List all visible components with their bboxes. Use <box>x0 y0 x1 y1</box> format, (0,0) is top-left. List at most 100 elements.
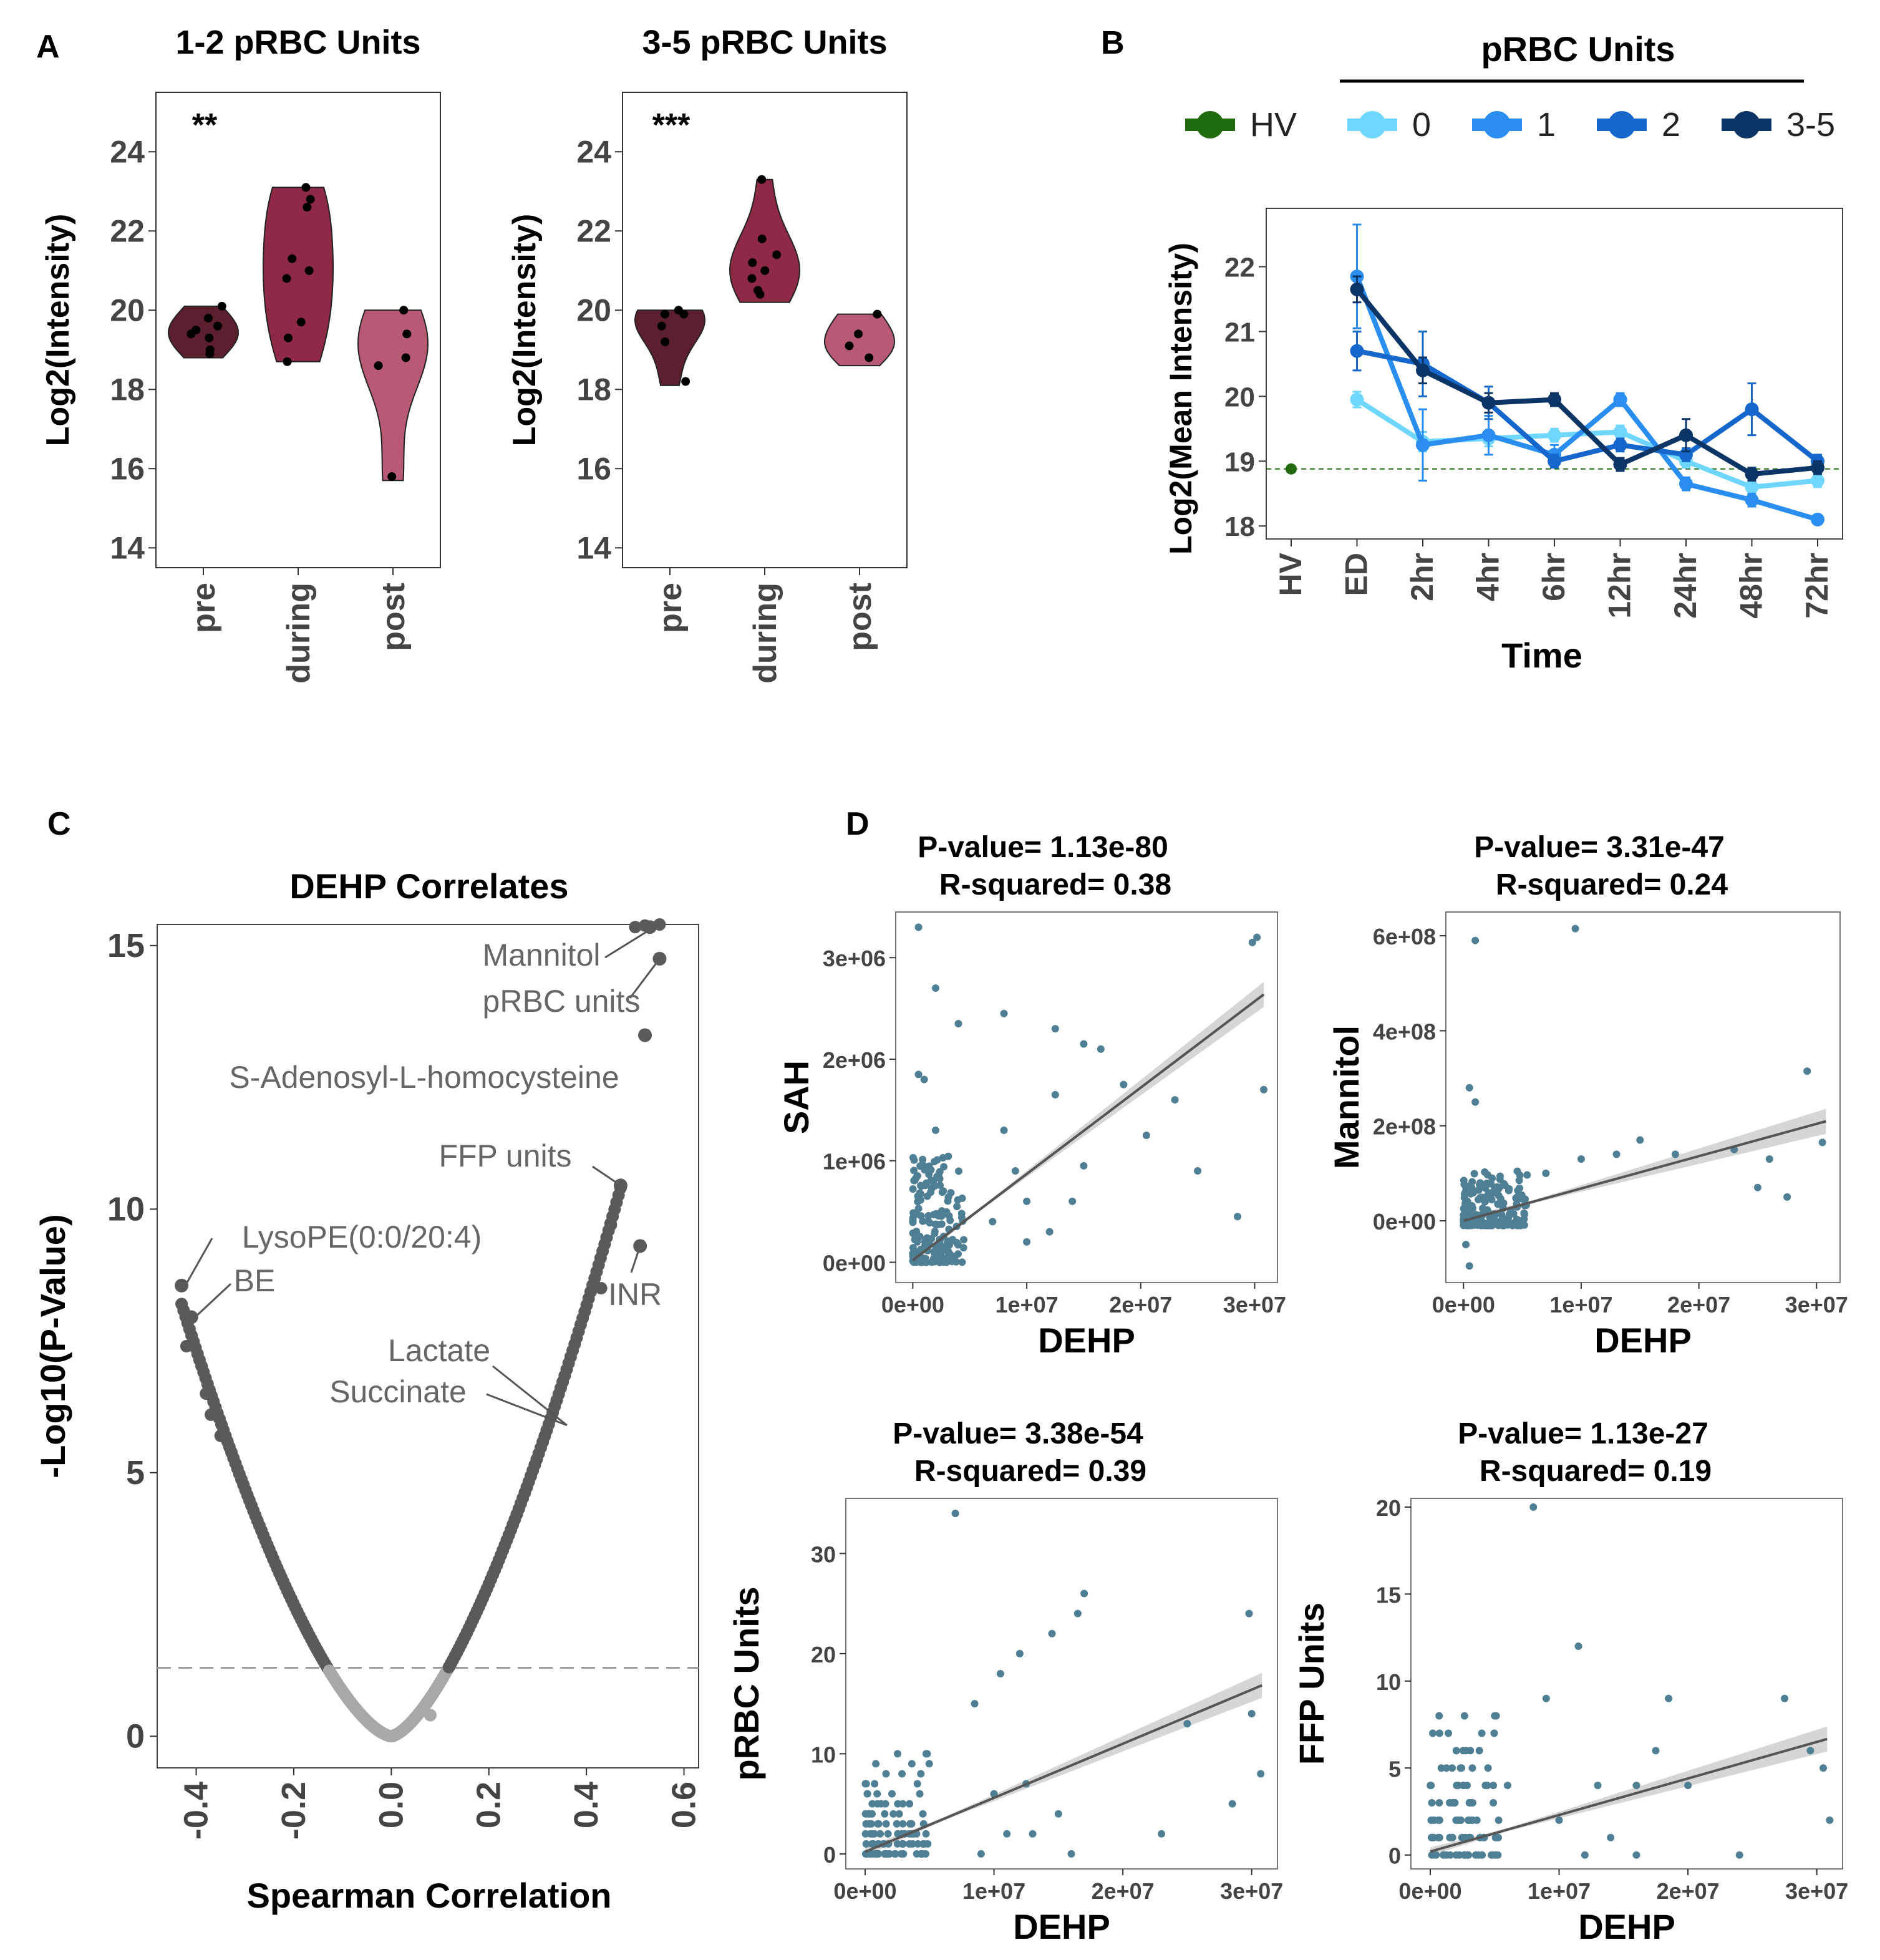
scatter-point <box>1470 1170 1478 1178</box>
plot-frame <box>157 924 699 1768</box>
chart-title-rsquared: R-squared= 0.24 <box>1496 868 1728 901</box>
legend-label: 0 <box>1412 106 1431 143</box>
x-axis-label: Time <box>1501 636 1582 675</box>
x-tick-label: 12hr <box>1602 553 1637 619</box>
scatter-point <box>916 1790 924 1798</box>
scatter-point <box>1432 1851 1440 1859</box>
x-tick-label: 1e+07 <box>1528 1878 1591 1904</box>
scatter-point <box>954 1241 962 1249</box>
scatter-point <box>931 1228 939 1236</box>
scatter-point <box>889 1810 898 1818</box>
scatter-point <box>884 1830 892 1838</box>
series-point <box>1613 457 1627 472</box>
scatter-point <box>916 1258 924 1266</box>
scatter-point <box>899 1820 907 1828</box>
scatter-point <box>944 1197 952 1205</box>
scatter-point <box>953 1202 961 1210</box>
scatter-point <box>924 1217 933 1225</box>
series-point <box>1613 392 1627 407</box>
scatter-point <box>1671 1150 1679 1158</box>
scatter-point <box>1461 1851 1470 1859</box>
violin-point <box>217 301 226 311</box>
scatter-point <box>936 1243 944 1251</box>
violin-point <box>660 309 669 319</box>
panel-label-b: B <box>1101 25 1125 61</box>
scatter-point <box>989 1218 997 1226</box>
x-tick-label: 4hr <box>1471 553 1506 601</box>
scatter-point <box>1607 1833 1615 1841</box>
scatter-point <box>1051 1090 1059 1099</box>
volcano-point <box>604 1218 618 1231</box>
x-tick-label: -0.2 <box>275 1782 313 1840</box>
point-label: INR <box>608 1277 662 1312</box>
y-tick-label: 24 <box>110 134 145 169</box>
series-point <box>1548 392 1561 407</box>
scatter-point <box>872 1850 880 1858</box>
scatter-point <box>891 1850 899 1858</box>
labeled-point <box>637 1028 652 1042</box>
x-tick-label: HV <box>1273 552 1308 596</box>
scatter-point <box>1428 1816 1436 1824</box>
scatter-point <box>1806 1747 1815 1755</box>
scatter-point <box>893 1820 901 1828</box>
series-point <box>1350 392 1364 407</box>
y-tick-label: 0e+00 <box>1373 1209 1436 1235</box>
volcano-point <box>629 921 642 934</box>
scatter-point <box>1000 1009 1008 1017</box>
scatter-point <box>1468 1184 1476 1192</box>
scatter-point <box>914 1070 923 1079</box>
scatter-point <box>1435 1729 1443 1737</box>
violin-point <box>304 266 314 275</box>
x-tick-label: pre <box>186 583 222 633</box>
scatter-point <box>1435 1816 1443 1824</box>
scatter-point <box>952 1258 960 1266</box>
scatter-point <box>1489 1782 1497 1790</box>
scatter-point <box>1490 1799 1498 1807</box>
violin-point <box>187 329 196 339</box>
scatter-point <box>1051 1025 1059 1033</box>
y-tick-label: 6e+08 <box>1373 924 1436 949</box>
y-tick-label: 20 <box>811 1642 836 1667</box>
chart-title-rsquared: R-squared= 0.19 <box>1480 1455 1712 1488</box>
chart-title-pvalue: P-value= 1.13e-27 <box>1458 1417 1708 1450</box>
scatter-point <box>865 1810 873 1818</box>
scatter-point <box>958 1258 966 1266</box>
series-point <box>1745 402 1759 417</box>
y-tick-label: 2e+08 <box>1373 1114 1436 1140</box>
violin-chart-3-5-units: 3-5 pRBC Units *** 14 16 18 20 22 24 Log2(Intens… <box>506 24 908 684</box>
volcano-point <box>180 1340 193 1352</box>
scatter-point <box>1080 1040 1088 1048</box>
scatter-point <box>924 1211 933 1220</box>
scatter-chart-ffp-units: P-value= 1.13e-27 R-squared= 0.19 0 5 10 15 20… <box>1292 1417 1848 1946</box>
y-tick-label: 21 <box>1224 317 1255 347</box>
series-point <box>1811 460 1824 475</box>
y-tick-label: 5 <box>1388 1756 1401 1782</box>
scatter-point <box>931 1126 939 1134</box>
violin-point <box>205 333 214 342</box>
legend-label: HV <box>1250 106 1297 143</box>
label-leader-line <box>629 958 661 999</box>
series-point <box>1679 477 1693 491</box>
violin-during <box>263 187 334 362</box>
scatter-point <box>929 1178 938 1186</box>
scatter-point <box>917 1850 925 1858</box>
violin-point <box>303 203 312 212</box>
scatter-point <box>1460 1782 1468 1790</box>
scatter-point <box>1636 1136 1644 1144</box>
series-point <box>1350 344 1364 358</box>
scatter-point <box>1819 1764 1828 1772</box>
legend-label: 2 <box>1662 106 1680 143</box>
scatter-point <box>1248 938 1256 946</box>
point-label: Lactate <box>388 1333 490 1368</box>
scatter-point <box>1468 1764 1476 1772</box>
violin-point <box>757 234 767 243</box>
scatter-point <box>1257 1770 1265 1778</box>
scatter-point <box>1245 1609 1253 1618</box>
violin-point <box>755 289 765 299</box>
series-point <box>1350 282 1364 296</box>
scatter-point <box>925 1760 933 1768</box>
scatter-point <box>1427 1782 1435 1790</box>
violin-pre <box>634 309 706 386</box>
x-tick-label: 2e+07 <box>1109 1292 1172 1317</box>
x-tick-label: 1e+07 <box>962 1878 1025 1904</box>
